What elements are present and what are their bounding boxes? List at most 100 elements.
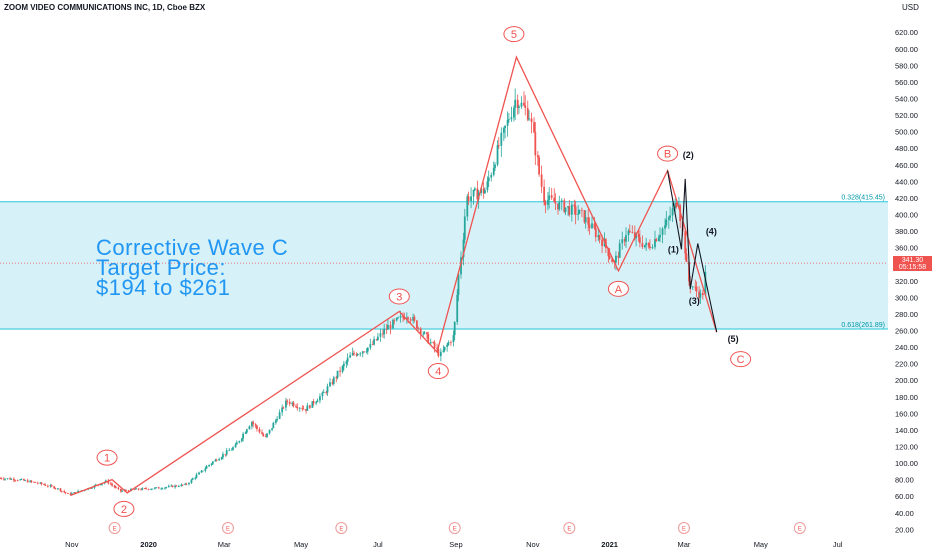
price-bar-body [674, 203, 677, 209]
price-bar-body [570, 204, 573, 215]
price-bar-body [353, 352, 355, 355]
price-bar-body [439, 351, 442, 357]
price-bar-body [59, 488, 62, 491]
price-bar-body [312, 401, 315, 404]
currency-label: USD [902, 3, 919, 12]
price-bar-body [416, 320, 418, 329]
price-bar-body [393, 320, 396, 321]
x-tick-label: May [294, 540, 308, 549]
price-bar-body [191, 478, 194, 480]
price-bar-body [698, 291, 700, 298]
price-bar-body [506, 119, 509, 126]
earnings-marker [677, 522, 690, 534]
price-bar-body [234, 444, 237, 448]
price-bar-body [266, 433, 268, 437]
price-bar-body [513, 107, 515, 118]
wave-label-circle [657, 145, 679, 162]
price-bar-body [423, 332, 426, 334]
price-bar-body [292, 402, 295, 407]
price-bar-body [230, 449, 233, 451]
wave-label-c: C [737, 354, 745, 366]
y-tick-label: 260.00 [895, 327, 918, 336]
wave-labels: 1 2 3 4 5 A B C (1) (2) (3) (4) (5) [96, 26, 752, 517]
price-bar-body [301, 407, 304, 409]
y-axis[interactable]: 20.00 40.00 60.00 80.00 100.00 120.00 140.00 16… [889, 0, 932, 550]
y-tick-label: 140.00 [895, 426, 918, 435]
price-bar-body [19, 479, 22, 481]
price-bar-body [137, 488, 140, 490]
price-bar-body [109, 483, 112, 485]
price-bar-body [271, 428, 273, 430]
price-bar-body [591, 223, 593, 229]
wave-label-circle [96, 449, 118, 466]
price-bar-body [637, 234, 640, 238]
y-tick-label: 80.00 [895, 476, 914, 485]
price-bar-body [671, 208, 674, 216]
price-bar-body [220, 457, 223, 460]
price-bar-body [694, 286, 697, 288]
price-bar-body [518, 106, 520, 108]
price-bar-body [533, 122, 535, 133]
price-bar-body [647, 242, 650, 247]
price-bar-body [167, 485, 170, 488]
price-bar-body [625, 235, 627, 242]
price-bar-body [601, 239, 603, 247]
price-bar-body [574, 206, 577, 215]
y-tick-label: 580.00 [895, 61, 918, 70]
price-bar-body [238, 440, 241, 443]
price-bar-body [121, 490, 124, 492]
price-bar-body [627, 230, 630, 236]
price-bar-body [0, 478, 3, 479]
price-bar-body [171, 485, 174, 488]
price-bar-body [657, 237, 660, 241]
price-bar-body [466, 196, 469, 217]
price-bar-body [29, 480, 32, 483]
price-bar-body [60, 490, 63, 492]
y-tick-label: 380.00 [895, 227, 918, 236]
price-bar-body [577, 213, 580, 215]
price-bar-body [222, 454, 224, 458]
y-tick-label: 620.00 [895, 28, 918, 37]
price-bar-body [256, 425, 258, 430]
price-bar-body [583, 210, 586, 223]
price-bar-body [433, 342, 436, 349]
annotation-line-3: $194 to $261 [96, 275, 231, 300]
price-bar-body [669, 215, 671, 218]
price-bar-body [210, 463, 213, 465]
price-bar-body [298, 407, 301, 409]
wave-label-circle [427, 363, 449, 380]
price-bar-body [598, 235, 601, 240]
price-bar-body [74, 492, 77, 494]
price-bar-body [482, 188, 485, 194]
price-bar-body [413, 316, 416, 321]
price-bar-body [492, 168, 495, 175]
x-tick-label: Nov [65, 540, 79, 549]
price-bar-body [447, 342, 450, 346]
price-bar-body [550, 195, 553, 198]
price-bar-body [375, 339, 378, 341]
price-bar-body [145, 488, 148, 490]
price-bar-body [201, 470, 204, 472]
fib-level-label: 0.328(415.45) [841, 195, 885, 202]
price-bar-body [355, 354, 358, 356]
price-bar-body [618, 243, 621, 258]
price-bar-body [437, 348, 440, 357]
price-bar-body [180, 484, 183, 487]
price-bar-body [389, 325, 392, 329]
y-tick-label: 540.00 [895, 95, 918, 104]
price-bar-body [329, 382, 331, 387]
price-bar-body [486, 181, 489, 191]
price-bar-body [254, 424, 257, 426]
price-bar-body [26, 480, 29, 483]
wave-line-impulse [70, 55, 718, 497]
x-axis[interactable]: Nov 2020 Mar May Jul Sep Nov 2021 Mar May Jul [0, 538, 932, 550]
price-bar-body [500, 132, 503, 146]
price-bar-body [654, 239, 656, 248]
y-tick-label: 160.00 [895, 409, 918, 418]
price-bar-body [125, 490, 127, 492]
price-bar-body [395, 317, 398, 321]
y-tick-label: 40.00 [895, 509, 914, 518]
price-bar-body [363, 351, 365, 353]
price-bar-body [409, 319, 412, 321]
